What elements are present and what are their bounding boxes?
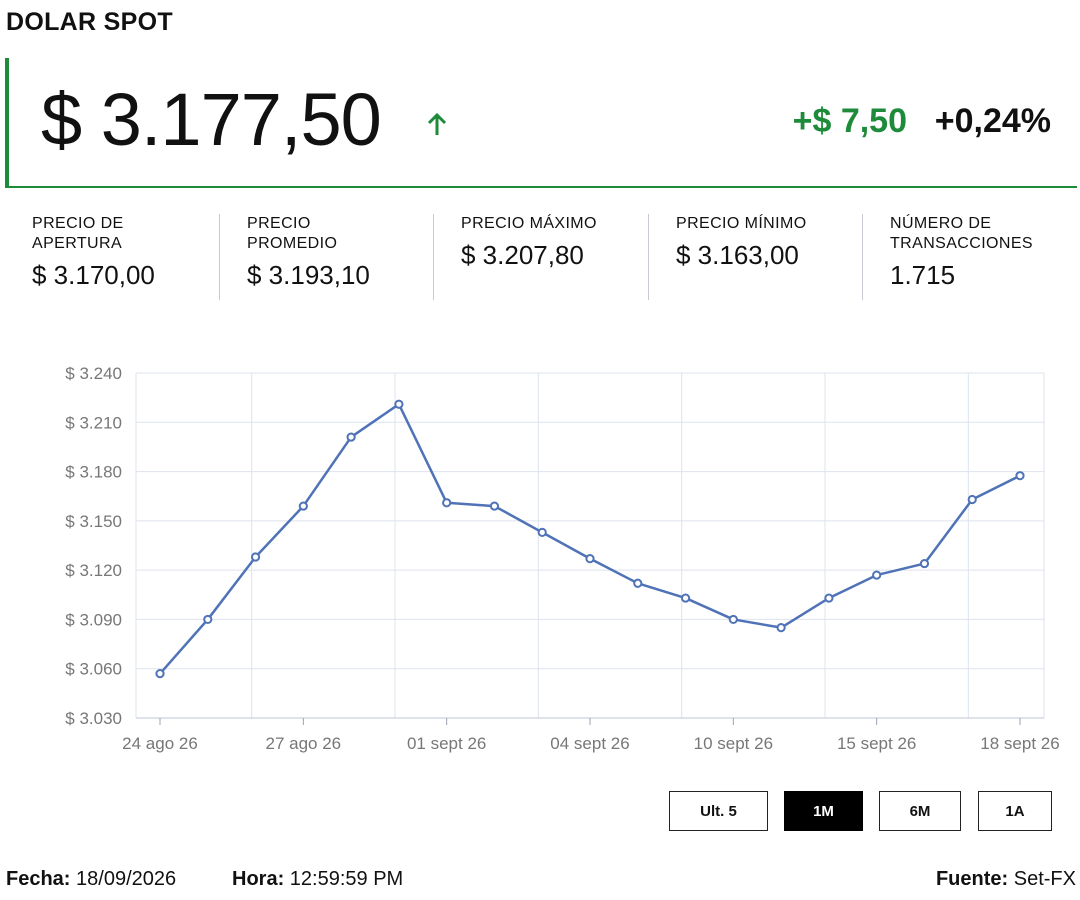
stat-divider	[433, 214, 434, 300]
price-change-absolute: +$ 7,50	[792, 102, 907, 140]
y-tick-label: $ 3.180	[65, 463, 122, 482]
stat-apertura: PRECIO DE APERTURA $ 3.170,00	[32, 214, 155, 300]
range-button-1a[interactable]: 1A	[978, 791, 1052, 831]
page-title: DOLAR SPOT	[6, 8, 173, 36]
stat-divider	[219, 214, 220, 300]
y-tick-label: $ 3.030	[65, 709, 122, 728]
y-tick-label: $ 3.150	[65, 512, 122, 531]
data-point	[298, 501, 308, 511]
data-point	[394, 399, 404, 409]
data-point	[489, 501, 500, 511]
footer-time: Hora: 12:59:59 PM	[232, 868, 403, 891]
stat-minimo: PRECIO MÍNIMO $ 3.163,00	[676, 214, 807, 300]
footer-source: Fuente: Set-FX	[936, 868, 1076, 891]
data-point	[537, 527, 547, 537]
stat-label: PRECIO DE APERTURA	[32, 215, 124, 252]
data-point	[872, 570, 882, 580]
x-tick-label: 27 ago 26	[266, 734, 342, 753]
stat-label: NÚMERO DE TRANSACCIONES	[890, 215, 1033, 252]
y-tick-label: $ 3.240	[65, 364, 122, 383]
stat-transacciones: NÚMERO DE TRANSACCIONES 1.715	[890, 214, 1033, 300]
x-tick-label: 15 sept 26	[837, 734, 916, 753]
stat-divider	[862, 214, 863, 300]
data-point	[967, 494, 977, 505]
price-change-percent: +0,24%	[934, 102, 1051, 140]
data-point	[633, 578, 643, 588]
stat-value: $ 3.193,10	[247, 260, 370, 290]
data-point	[824, 593, 834, 603]
footer-date: Fecha: 18/09/2026	[6, 868, 176, 891]
data-point	[442, 498, 452, 508]
data-point	[1015, 471, 1025, 481]
data-point	[250, 552, 261, 562]
price-line-chart: $ 3.030 $ 3.060 $ 3.090 $ 3.120 $ 3.150 $ 3.1…	[65, 364, 1059, 753]
stat-value: $ 3.207,80	[461, 240, 584, 270]
footer-date-label: Fecha:	[6, 868, 71, 890]
x-tick-label: 01 sept 26	[407, 734, 486, 753]
data-point	[346, 432, 356, 442]
stats-row: PRECIO DE APERTURA $ 3.170,00 PRECIO PRO…	[0, 214, 1080, 304]
y-tick-label: $ 3.060	[65, 660, 122, 679]
footer-time-label: Hora:	[232, 868, 285, 890]
stat-label: PRECIO MÍNIMO	[676, 215, 807, 232]
data-point	[155, 669, 165, 679]
arrow-up-icon	[427, 112, 447, 135]
range-button-ult5[interactable]: Ult. 5	[669, 791, 768, 831]
y-tick-label: $ 3.210	[65, 413, 122, 432]
stat-label: PRECIO PROMEDIO	[247, 215, 338, 252]
current-price: $ 3.177,50	[41, 78, 382, 161]
data-point	[203, 614, 213, 625]
data-point	[585, 554, 595, 564]
y-tick-label: $ 3.120	[65, 561, 122, 580]
stat-value: $ 3.163,00	[676, 240, 799, 270]
stat-promedio: PRECIO PROMEDIO $ 3.193,10	[247, 214, 370, 300]
data-point	[919, 558, 930, 569]
range-button-1m[interactable]: 1M	[784, 791, 863, 831]
y-tick-label: $ 3.090	[65, 610, 122, 629]
footer-time-value: 12:59:59 PM	[289, 868, 404, 890]
x-tick-label: 24 ago 26	[122, 734, 198, 753]
price-panel: $ 3.177,50 +$ 7,50 +0,24%	[5, 58, 1077, 188]
footer-date-value: 18/09/2026	[76, 868, 177, 890]
stat-value: 1.715	[890, 260, 956, 290]
x-tick-label: 04 sept 26	[550, 734, 629, 753]
data-point	[728, 614, 738, 625]
stat-value: $ 3.170,00	[32, 260, 155, 290]
footer-source-value: Set-FX	[1013, 868, 1076, 890]
footer-source-label: Fuente:	[935, 868, 1009, 890]
stat-label: PRECIO MÁXIMO	[461, 215, 597, 232]
x-tick-label: 10 sept 26	[694, 734, 773, 753]
range-button-6m[interactable]: 6M	[879, 791, 961, 831]
x-tick-label: 18 sept 26	[980, 734, 1059, 753]
data-point	[680, 593, 691, 603]
stat-divider	[648, 214, 649, 300]
data-point	[776, 623, 786, 633]
stat-maximo: PRECIO MÁXIMO $ 3.207,80	[461, 214, 597, 300]
series-line	[159, 402, 1021, 675]
